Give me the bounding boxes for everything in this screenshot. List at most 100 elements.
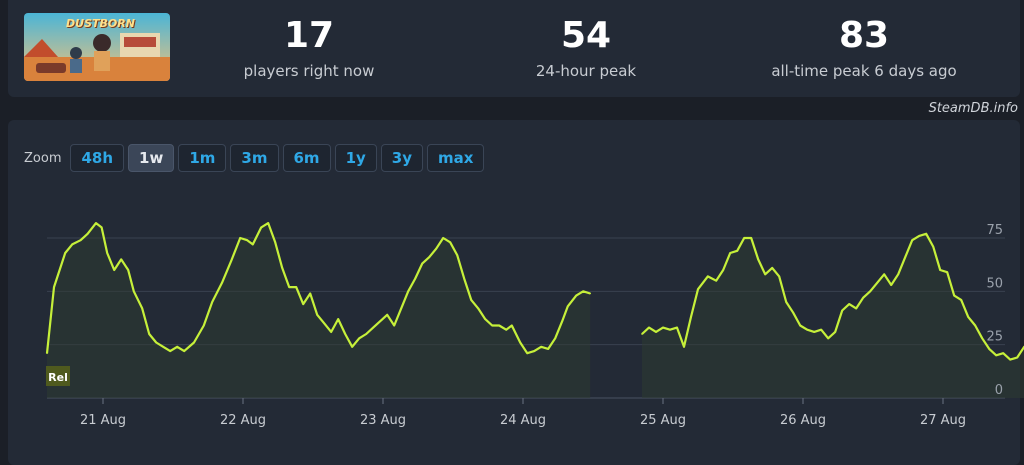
data-point	[386, 314, 389, 316]
data-point	[193, 341, 195, 344]
series-area-0	[47, 223, 591, 398]
data-point	[827, 337, 829, 340]
data-point	[918, 235, 920, 237]
data-point	[106, 252, 108, 254]
data-point	[267, 222, 270, 224]
data-point	[211, 301, 213, 303]
data-point	[239, 237, 241, 239]
data-point	[722, 269, 724, 271]
data-point	[288, 286, 291, 288]
data-point	[407, 290, 410, 293]
data-point	[967, 316, 969, 318]
data-point	[785, 301, 787, 303]
data-point	[53, 286, 55, 288]
stat-label: players right now	[243, 62, 375, 80]
data-point	[183, 350, 185, 352]
series-area-1	[642, 233, 1024, 398]
zoom-button-1y[interactable]: 1y	[334, 144, 377, 172]
stat-24h-peak: 54 24-hour peak	[511, 16, 661, 81]
data-point	[252, 243, 254, 246]
line-layer	[45, 221, 1024, 361]
data-point	[925, 232, 927, 235]
data-point	[511, 324, 513, 327]
zoom-button-1w[interactable]: 1w	[128, 144, 175, 172]
chart-panel	[8, 120, 1020, 465]
data-point	[589, 292, 591, 295]
data-point	[676, 326, 678, 329]
data-point	[939, 269, 941, 271]
zoom-button-3y[interactable]: 3y	[380, 144, 424, 172]
data-point	[203, 324, 205, 327]
data-point	[813, 331, 815, 333]
data-point	[351, 346, 354, 348]
data-point	[323, 322, 326, 325]
data-point	[442, 237, 445, 239]
data-point	[155, 341, 157, 344]
data-point	[281, 267, 284, 269]
data-point	[133, 290, 135, 293]
game-thumbnail[interactable]: DUSTBORN	[24, 13, 170, 81]
data-point	[162, 346, 164, 348]
data-point	[64, 252, 66, 254]
data-point	[690, 316, 692, 318]
game-thumbnail-art	[24, 13, 170, 81]
zoom-button-1m[interactable]: 1m	[178, 144, 227, 172]
credit-link[interactable]: SteamDB.info	[928, 101, 1018, 116]
data-point	[421, 262, 424, 265]
data-point	[683, 346, 685, 348]
data-point	[141, 307, 143, 310]
data-point	[848, 303, 850, 305]
data-point	[736, 250, 738, 252]
zoom-button-max[interactable]: max	[427, 144, 485, 172]
data-point	[743, 237, 745, 239]
data-point	[127, 269, 129, 271]
data-point	[862, 296, 864, 299]
stats-panel	[8, 0, 1020, 97]
data-point	[960, 299, 962, 301]
x-tick-label: 22 Aug	[220, 413, 266, 428]
data-point	[120, 258, 122, 261]
data-point	[669, 328, 671, 331]
zoom-button-48h[interactable]: 48h	[70, 144, 125, 172]
x-tick-label: 24 Aug	[500, 413, 546, 428]
data-point	[750, 237, 752, 239]
data-point	[302, 303, 305, 305]
data-point	[764, 273, 766, 276]
zoom-label: Zoom	[24, 150, 62, 166]
release-marker-box	[46, 366, 70, 386]
data-point	[911, 239, 913, 241]
data-point	[855, 307, 857, 310]
data-point	[771, 267, 773, 269]
data-point	[932, 245, 934, 248]
stat-value: 17	[283, 15, 335, 56]
data-point	[697, 288, 699, 291]
data-point	[330, 331, 333, 333]
data-point	[946, 271, 948, 273]
data-point	[707, 275, 709, 278]
zoom-button-6m[interactable]: 6m	[282, 144, 331, 172]
data-point	[540, 346, 542, 348]
data-point	[498, 324, 501, 327]
data-point	[309, 292, 312, 295]
data-point	[260, 226, 263, 229]
zoom-controls: Zoom 48h 1w 1m 3m 6m 1y 3y max	[24, 143, 488, 173]
data-point	[1002, 352, 1004, 355]
data-point	[148, 333, 150, 335]
y-tick-label: 50	[986, 276, 1003, 291]
data-point	[1016, 356, 1018, 359]
data-point	[988, 348, 990, 350]
data-point	[1009, 358, 1011, 361]
area-layer	[47, 223, 1024, 398]
data-point	[176, 346, 178, 348]
data-point	[648, 326, 650, 329]
data-point	[169, 350, 171, 352]
annotation-layer: Rel	[46, 366, 70, 386]
x-tick-label: 21 Aug	[80, 413, 126, 428]
stat-all-time-peak: 83 all-time peak 6 days ago	[754, 16, 974, 81]
data-point	[519, 341, 521, 344]
data-point	[582, 290, 584, 293]
zoom-button-3m[interactable]: 3m	[230, 144, 279, 172]
game-logo-text: DUSTBORN	[66, 17, 135, 30]
data-point	[995, 354, 997, 357]
data-point	[71, 243, 73, 246]
